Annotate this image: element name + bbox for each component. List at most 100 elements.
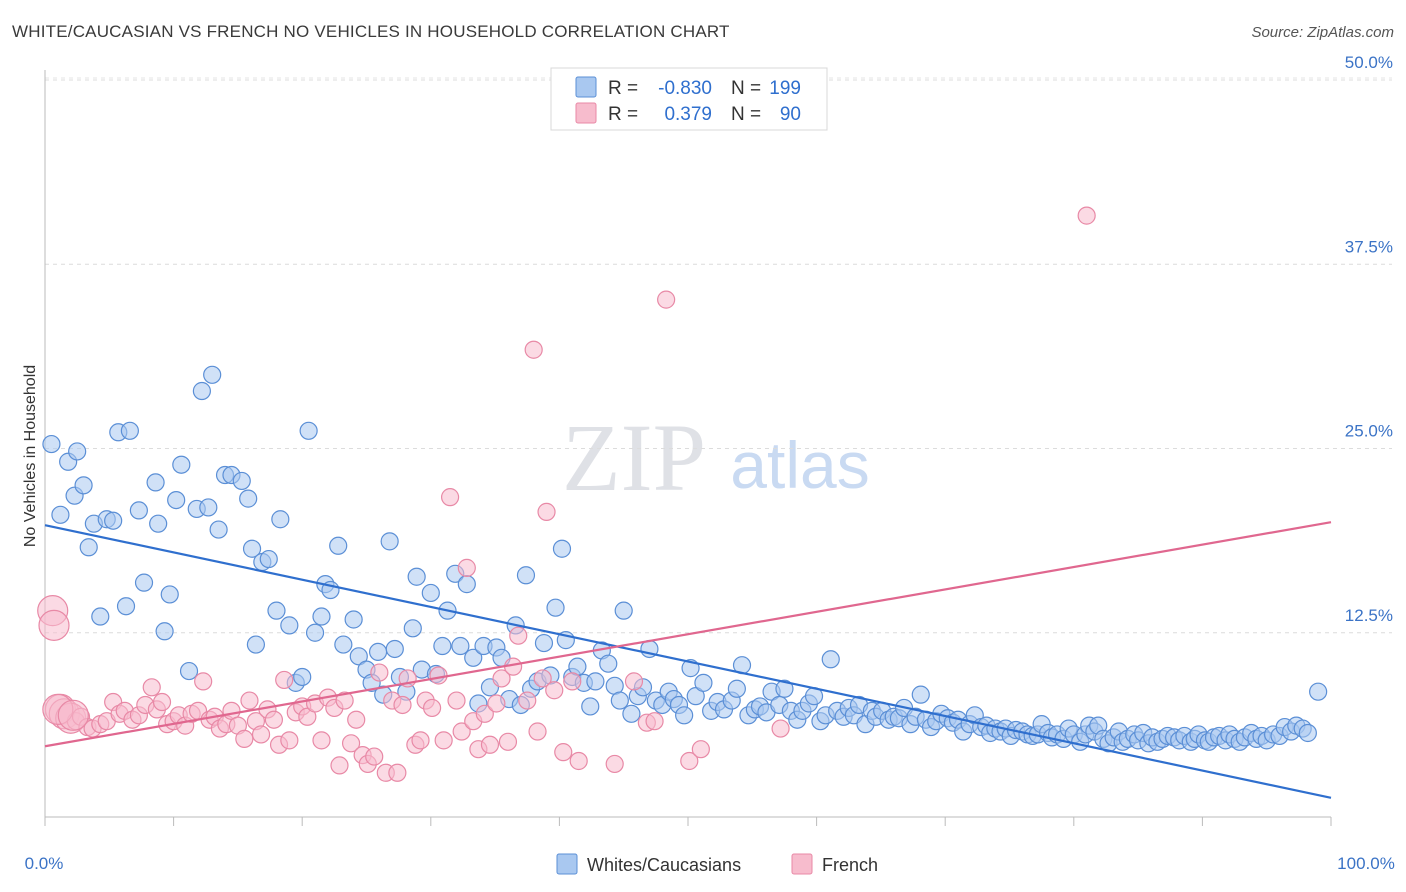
whites-point [385,639,404,659]
whites-point [821,650,840,669]
french-point [487,694,506,713]
whites-point [271,510,290,529]
french-point [347,710,366,729]
whites-point [167,490,186,510]
whites-point [267,601,286,620]
french-point [452,722,471,741]
source-label: Source: ZipAtlas.com [1251,24,1394,41]
y-tick-label-0: 12.5% [1345,606,1393,625]
legend-n-label-french: N = [731,104,761,125]
whites-point [79,538,98,557]
french-point [537,502,556,521]
french-point [365,747,384,766]
french-point [411,731,430,750]
whites-point [259,549,278,569]
watermark-atlas: atlas [730,428,869,502]
whites-point [239,489,258,508]
whites-point [451,636,470,656]
whites-trend-line [44,524,1332,799]
french-point [388,763,407,782]
whites-point [192,381,211,401]
french-point [563,672,582,691]
french-point [275,670,294,690]
whites-point [407,567,426,586]
french-point [645,712,664,731]
french-point [475,704,494,723]
x-tick-label-min: 0.0% [25,854,64,873]
french-point [569,751,588,771]
legend-r-label-french: R = [608,104,638,125]
whites-point [232,471,251,491]
whites-point [586,672,605,691]
french-point [341,734,361,753]
y-tick-labels: 12.5% 25.0% 37.5% 50.0% [1345,53,1393,625]
whites-point [312,607,331,626]
whites-point [911,685,930,704]
french-point [528,722,547,741]
whites-point [675,706,694,725]
legend-n-value-whites: 199 [769,78,801,99]
whites-point [464,648,483,667]
whites-point [534,633,554,653]
french-point [142,678,161,697]
legend-n-value-french: 90 [780,104,801,125]
whites-point [305,623,325,642]
french-point [429,666,448,685]
french-point [680,751,699,771]
whites-point [160,585,179,604]
french-point [38,609,70,641]
french-point [533,669,552,688]
whites-point [380,532,399,551]
series-legend: Whites/Caucasians French [556,853,878,875]
french-point [393,695,412,715]
french-point [554,743,573,762]
series-legend-swatch-french [791,853,813,875]
french-point [624,672,644,691]
french-points [37,206,1096,782]
series-legend-label-french: French [822,855,878,875]
y-tick-label-3: 50.0% [1345,53,1393,72]
stats-legend-box [550,67,828,131]
whites-point [179,661,199,681]
whites-points [42,365,1328,753]
whites-point [242,539,262,558]
series-legend-label-whites: Whites/Caucasians [587,855,741,875]
whites-point [775,679,794,698]
french-point [251,725,271,744]
whites-point [546,598,565,617]
whites-point [51,505,70,524]
whites-point [149,514,168,533]
french-point [434,731,453,750]
whites-point [1309,682,1328,701]
french-point [1077,206,1096,225]
french-point [194,672,213,691]
whites-point [199,498,218,517]
french-point [235,729,254,748]
whites-point [172,455,191,474]
french-point [657,290,676,309]
french-point [524,340,543,359]
whites-point [421,583,440,603]
whites-point [203,365,222,384]
series-legend-swatch-whites [556,853,578,875]
french-point [264,710,284,729]
whites-point [129,501,148,520]
french-point [240,691,259,710]
whites-point [1298,723,1317,743]
whites-point [68,442,87,461]
x-tick-label-max: 100.0% [1337,854,1395,873]
french-point [545,681,564,700]
whites-point [433,636,452,656]
watermark-zip: ZIP [562,404,706,511]
whites-point [120,421,139,440]
whites-point [134,573,154,592]
whites-point [727,679,746,698]
french-point [691,740,710,759]
whites-point [581,697,600,716]
whites-point [299,421,318,440]
french-point [330,756,349,775]
whites-point [622,704,641,723]
chart-title: WHITE/CAUCASIAN VS FRENCH NO VEHICLES IN… [12,22,730,41]
french-point [422,698,442,718]
whites-point [74,476,93,495]
